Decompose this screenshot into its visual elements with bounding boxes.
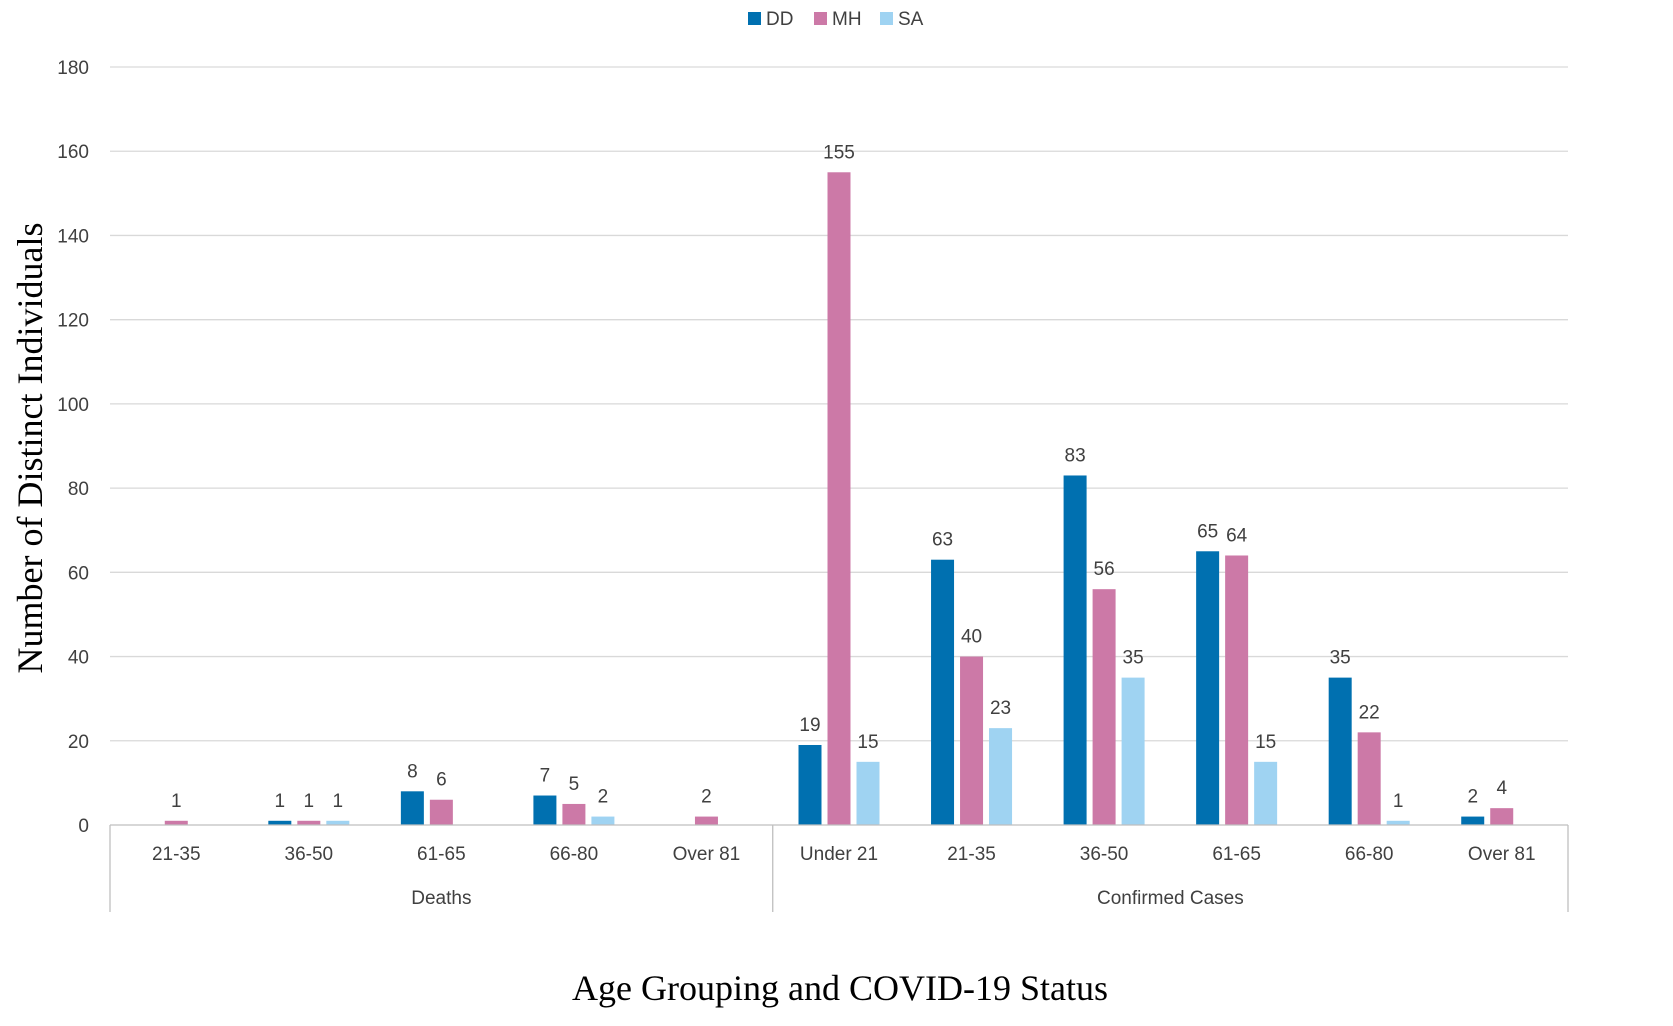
bar-dd bbox=[268, 820, 292, 825]
y-tick-label: 80 bbox=[68, 479, 89, 500]
bar-dd bbox=[1328, 677, 1352, 825]
data-label: 2 bbox=[1467, 787, 1478, 808]
x-tick-label: 36-50 bbox=[285, 844, 334, 865]
bar-dd bbox=[1461, 816, 1485, 825]
data-label: 35 bbox=[1330, 648, 1351, 669]
data-label: 2 bbox=[701, 787, 712, 808]
y-axis-title: Number of Distinct Individuals bbox=[10, 223, 50, 674]
bar-dd bbox=[533, 795, 557, 825]
y-tick-label: 160 bbox=[57, 142, 89, 163]
bar-mh bbox=[827, 172, 851, 825]
x-tick-label: Over 81 bbox=[673, 844, 741, 865]
bar-sa bbox=[591, 816, 615, 825]
bar-mh bbox=[960, 656, 984, 825]
x-tick-label: 66-80 bbox=[550, 844, 599, 865]
y-tick-label: 0 bbox=[78, 816, 89, 837]
bar-mh bbox=[1490, 808, 1514, 825]
bar-dd bbox=[400, 791, 424, 825]
x-tick-label: Under 21 bbox=[800, 844, 878, 865]
y-tick-label: 60 bbox=[68, 563, 89, 584]
data-label: 1 bbox=[1393, 791, 1404, 812]
data-label: 1 bbox=[171, 791, 182, 812]
x-axis-title: Age Grouping and COVID-19 Status bbox=[572, 968, 1108, 1008]
x-tick-label: 36-50 bbox=[1080, 844, 1129, 865]
data-label: 65 bbox=[1197, 521, 1218, 542]
data-label: 1 bbox=[333, 791, 344, 812]
data-label: 1 bbox=[304, 791, 315, 812]
x-tick-label: Over 81 bbox=[1468, 844, 1536, 865]
y-tick-label: 100 bbox=[57, 395, 89, 416]
bar-mh bbox=[694, 816, 718, 825]
legend-label: DD bbox=[766, 9, 793, 30]
data-label: 83 bbox=[1065, 445, 1086, 466]
data-label: 15 bbox=[857, 732, 878, 753]
data-label: 15 bbox=[1255, 732, 1276, 753]
data-label: 19 bbox=[799, 715, 820, 736]
data-label: 6 bbox=[436, 770, 447, 791]
data-label: 63 bbox=[932, 530, 953, 551]
bar-sa bbox=[1254, 761, 1278, 825]
y-tick-label: 40 bbox=[68, 648, 89, 669]
data-label: 155 bbox=[823, 142, 855, 163]
data-label: 64 bbox=[1226, 525, 1248, 546]
legend-label: MH bbox=[832, 9, 862, 30]
data-label: 2 bbox=[598, 787, 609, 808]
bar-mh bbox=[429, 799, 453, 825]
bar-dd bbox=[1196, 551, 1220, 825]
bar-sa bbox=[856, 761, 880, 825]
y-tick-label: 140 bbox=[57, 226, 89, 247]
legend-label: SA bbox=[898, 9, 924, 30]
bar-mh bbox=[562, 803, 586, 825]
legend-item-dd: DD bbox=[748, 9, 793, 30]
data-label: 4 bbox=[1496, 778, 1507, 799]
group-label: Deaths bbox=[411, 888, 471, 909]
bar-dd bbox=[931, 559, 955, 825]
x-tick-label: 21-35 bbox=[947, 844, 996, 865]
bar-mh bbox=[164, 820, 188, 825]
bar-sa bbox=[1121, 677, 1145, 825]
legend-swatch bbox=[814, 12, 827, 25]
bar-dd bbox=[798, 744, 822, 825]
x-tick-label: 61-65 bbox=[417, 844, 466, 865]
data-label: 35 bbox=[1123, 648, 1144, 669]
legend-swatch bbox=[748, 12, 761, 25]
y-tick-label: 180 bbox=[57, 58, 89, 79]
legend-item-mh: MH bbox=[814, 9, 862, 30]
bar-mh bbox=[1225, 555, 1249, 825]
x-axis: 21-35 36-50 61-65 66-80 Over 81 Under 21 21-35… bbox=[109, 824, 1569, 912]
data-label: 23 bbox=[990, 698, 1011, 719]
data-label: 56 bbox=[1094, 559, 1115, 580]
bar-sa bbox=[1386, 820, 1410, 825]
y-tick-label: 20 bbox=[68, 732, 89, 753]
x-tick-label: 61-65 bbox=[1212, 844, 1261, 865]
data-label: 5 bbox=[569, 774, 580, 795]
y-axis: 0 20 40 60 80 100 120 140 160 180 bbox=[57, 58, 89, 837]
bar-mh bbox=[297, 820, 321, 825]
bar-sa bbox=[326, 820, 350, 825]
legend: DD MH SA bbox=[748, 9, 924, 30]
bar-dd bbox=[1063, 475, 1087, 825]
y-tick-label: 120 bbox=[57, 311, 89, 332]
data-label: 40 bbox=[961, 627, 982, 648]
x-tick-label: 66-80 bbox=[1345, 844, 1394, 865]
bar-mh bbox=[1092, 589, 1116, 825]
x-tick-label: 21-35 bbox=[152, 844, 201, 865]
data-label: 22 bbox=[1359, 702, 1380, 723]
group-label: Confirmed Cases bbox=[1097, 888, 1244, 909]
bar-sa bbox=[989, 728, 1013, 825]
legend-item-sa: SA bbox=[880, 9, 924, 30]
legend-swatch bbox=[880, 12, 893, 25]
data-label: 7 bbox=[540, 766, 551, 787]
data-label: 8 bbox=[407, 761, 418, 782]
bar-mh bbox=[1357, 732, 1381, 825]
data-label: 1 bbox=[275, 791, 286, 812]
